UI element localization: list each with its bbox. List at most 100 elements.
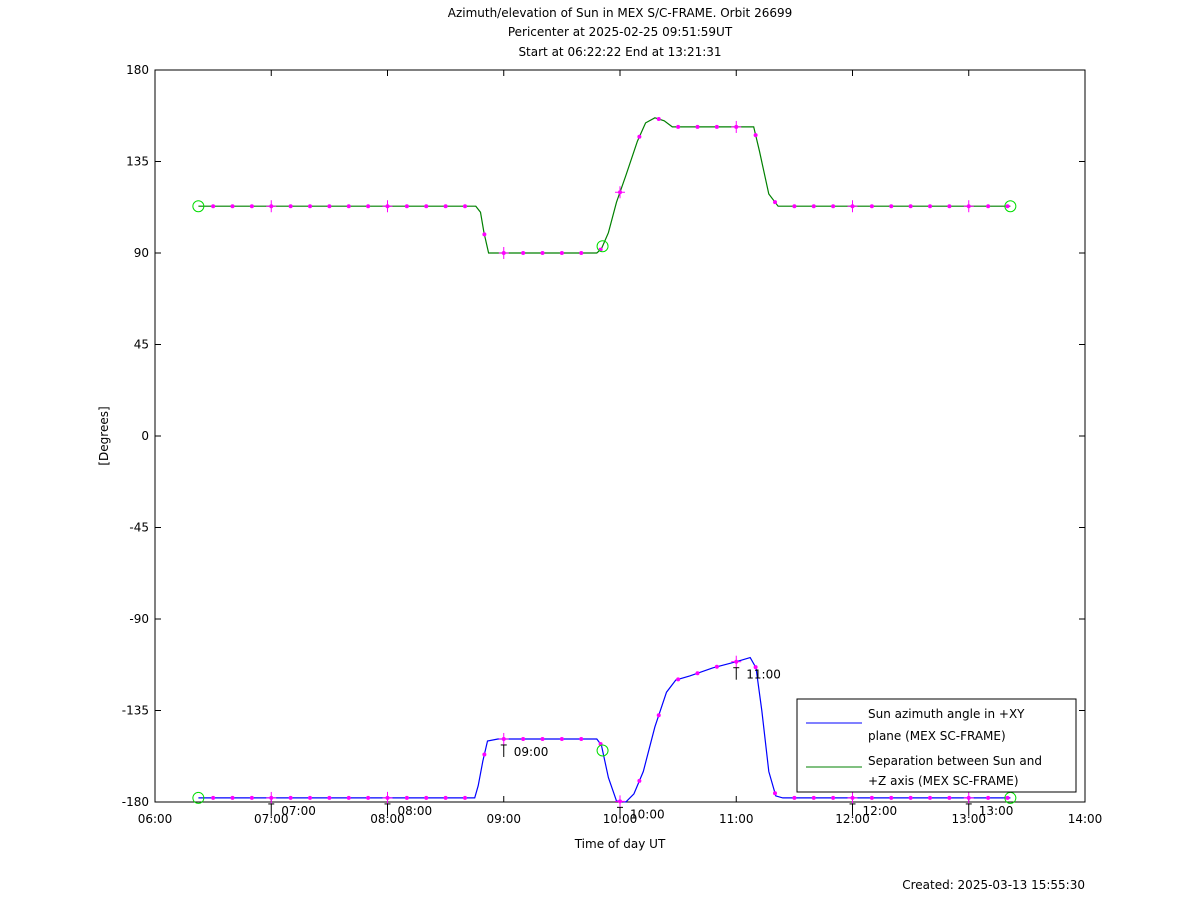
sample-point <box>695 124 700 129</box>
sample-point <box>714 664 719 669</box>
series-lines <box>198 117 1011 803</box>
legend: Sun azimuth angle in +XY plane (MEX SC-F… <box>796 698 1077 793</box>
sample-point <box>211 795 216 800</box>
x-tick-label: 09:00 <box>486 812 521 826</box>
sample-point <box>521 736 526 741</box>
sample-point <box>811 795 816 800</box>
chart-title-line-3: Start at 06:22:22 End at 13:21:31 <box>518 45 721 59</box>
annotation-label: 10:00 <box>630 807 665 821</box>
chart-title-line-2: Pericenter at 2025-02-25 09:51:59UT <box>508 25 733 39</box>
sample-point <box>288 795 293 800</box>
sample-point <box>792 795 797 800</box>
sample-point <box>559 736 564 741</box>
sample-point <box>792 204 797 209</box>
sample-point <box>928 795 932 800</box>
sample-point <box>366 204 371 209</box>
legend-label-azimuth-line-1: Sun azimuth angle in +XY <box>868 707 1025 721</box>
sample-point <box>443 204 448 209</box>
event-circle <box>596 240 609 253</box>
sample-point <box>947 795 952 800</box>
legend-label-azimuth-line-2: plane (MEX SC-FRAME) <box>868 729 1006 743</box>
sample-point <box>559 251 564 255</box>
event-circle <box>1004 200 1017 213</box>
sample-point <box>637 778 642 783</box>
x-tick-label: 14:00 <box>1068 812 1103 826</box>
x-tick-label: 11:00 <box>719 812 754 826</box>
sample-point <box>773 791 777 796</box>
event-circle <box>596 744 609 757</box>
sample-point <box>327 795 332 800</box>
sample-point <box>869 795 874 800</box>
sample-point <box>753 665 758 670</box>
y-tick-label: -180 <box>122 795 149 809</box>
x-tick-label: 12:00 <box>835 812 870 826</box>
y-tick-label: 45 <box>134 338 149 352</box>
annotation-label: 07:00 <box>281 804 316 818</box>
y-tick-label: 180 <box>126 63 149 77</box>
sample-point <box>308 204 312 209</box>
event-circle <box>192 200 205 213</box>
sample-point <box>579 251 584 255</box>
y-axis-ticks: 180 135 90 45 0 -45 -90 -135 -180 <box>122 63 1085 809</box>
sample-point <box>249 204 254 209</box>
sample-point <box>327 204 332 209</box>
y-axis-label: [Degrees] <box>97 406 111 465</box>
sample-point <box>889 795 894 800</box>
sample-point <box>695 671 700 676</box>
sample-point <box>230 204 235 209</box>
sample-point <box>424 204 429 209</box>
sample-point <box>463 204 467 209</box>
sample-point <box>404 795 409 800</box>
y-tick-label: -45 <box>129 521 149 535</box>
annotation-label: 12:00 <box>863 804 898 818</box>
sample-point <box>366 795 371 800</box>
y-tick-label: 135 <box>126 155 149 169</box>
sample-point <box>346 204 351 209</box>
sample-point <box>579 736 584 741</box>
sample-point <box>540 251 545 255</box>
x-tick-label: 06:00 <box>138 812 173 826</box>
sample-point <box>308 795 312 800</box>
sample-point <box>288 204 293 209</box>
sample-point <box>773 200 777 205</box>
sample-point <box>521 251 526 255</box>
legend-label-separation-line-2: +Z axis (MEX SC-FRAME) <box>868 774 1019 788</box>
sample-point <box>811 204 816 209</box>
sample-point <box>676 677 681 682</box>
sample-point <box>211 204 216 209</box>
sample-point <box>908 795 913 800</box>
event-circle <box>192 791 205 804</box>
sample-point <box>753 133 758 138</box>
annotation-label: 13:00 <box>979 804 1014 818</box>
y-tick-label: -135 <box>122 704 149 718</box>
sample-point <box>230 795 235 800</box>
sample-point <box>676 124 681 129</box>
sample-point <box>986 795 991 800</box>
legend-box <box>796 698 1077 793</box>
sample-point <box>889 204 894 209</box>
annotation-label: 11:00 <box>746 668 781 682</box>
x-axis-label: Time of day UT <box>574 837 666 851</box>
sample-point <box>443 795 448 800</box>
sample-point <box>831 795 836 800</box>
sample-point <box>656 713 661 718</box>
plot-area <box>154 69 1086 803</box>
sample-point <box>249 795 254 800</box>
sample-point <box>1005 204 1010 209</box>
x-tick-label: 13:00 <box>951 812 986 826</box>
sample-point <box>908 204 913 209</box>
sample-point <box>404 204 409 209</box>
created-footer: Created: 2025-03-13 15:55:30 <box>902 878 1085 892</box>
time-annotations: 07:00 08:00 09:00 10:00 11:00 12:00 13:00 <box>268 667 1014 821</box>
series-line-separation <box>198 117 1011 254</box>
y-tick-label: 90 <box>134 246 149 260</box>
sample-point <box>831 204 836 209</box>
sample-point <box>346 795 351 800</box>
sample-point <box>986 204 991 209</box>
sample-point <box>714 124 719 129</box>
y-tick-label: 0 <box>141 429 149 443</box>
sample-point <box>869 204 874 209</box>
legend-label-separation-line-1: Separation between Sun and <box>868 754 1042 768</box>
sample-point <box>482 752 487 757</box>
